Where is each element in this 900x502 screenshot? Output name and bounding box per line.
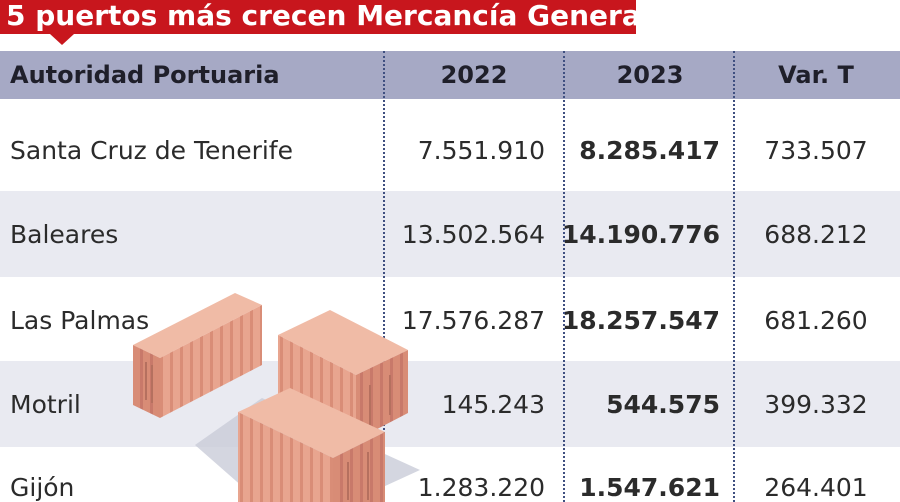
table-row: Gijón 1.283.220 1.547.621 264.401 bbox=[0, 447, 900, 502]
column-divider bbox=[733, 51, 735, 502]
title-banner: 5 puertos más crecen Mercancía General bbox=[0, 0, 650, 34]
cell-2022: 1.283.220 bbox=[417, 473, 545, 502]
data-table: Autoridad Portuaria 2022 2023 Var. T San… bbox=[0, 51, 900, 502]
header-2023: 2023 bbox=[616, 61, 684, 89]
cell-2022: 145.243 bbox=[441, 389, 545, 419]
cell-var: 688.212 bbox=[764, 219, 868, 249]
cell-var: 264.401 bbox=[764, 473, 868, 502]
cell-2022: 7.551.910 bbox=[417, 135, 545, 165]
header-port: Autoridad Portuaria bbox=[10, 61, 280, 89]
header-2022: 2022 bbox=[440, 61, 508, 89]
header-var: Var. T bbox=[778, 61, 854, 89]
cell-port: Baleares bbox=[10, 219, 119, 249]
title-notch bbox=[50, 34, 74, 45]
cell-port: Las Palmas bbox=[10, 305, 150, 335]
cell-2023: 1.547.621 bbox=[579, 473, 720, 502]
cell-2023: 544.575 bbox=[606, 389, 720, 419]
table-row: Santa Cruz de Tenerife 7.551.910 8.285.4… bbox=[0, 107, 900, 193]
cell-port: Motril bbox=[10, 389, 81, 419]
cell-port: Santa Cruz de Tenerife bbox=[10, 135, 293, 165]
column-divider bbox=[563, 51, 565, 502]
table-row: Las Palmas 17.576.287 18.257.547 681.260 bbox=[0, 277, 900, 363]
table-header-row: Autoridad Portuaria 2022 2023 Var. T bbox=[0, 51, 900, 99]
cell-var: 733.507 bbox=[764, 135, 868, 165]
cell-2022: 13.502.564 bbox=[401, 219, 545, 249]
table-row: Baleares 13.502.564 14.190.776 688.212 bbox=[0, 191, 900, 277]
cell-2022: 17.576.287 bbox=[401, 305, 545, 335]
cell-port: Gijón bbox=[10, 473, 75, 502]
table-row: Motril 145.243 544.575 399.332 bbox=[0, 361, 900, 447]
cell-var: 399.332 bbox=[764, 389, 868, 419]
column-divider bbox=[383, 51, 385, 502]
cell-2023: 8.285.417 bbox=[579, 135, 720, 165]
cell-var: 681.260 bbox=[764, 305, 868, 335]
page-title: 5 puertos más crecen Mercancía General bbox=[6, 0, 651, 32]
cell-2023: 18.257.547 bbox=[561, 305, 720, 335]
cell-2023: 14.190.776 bbox=[561, 219, 720, 249]
